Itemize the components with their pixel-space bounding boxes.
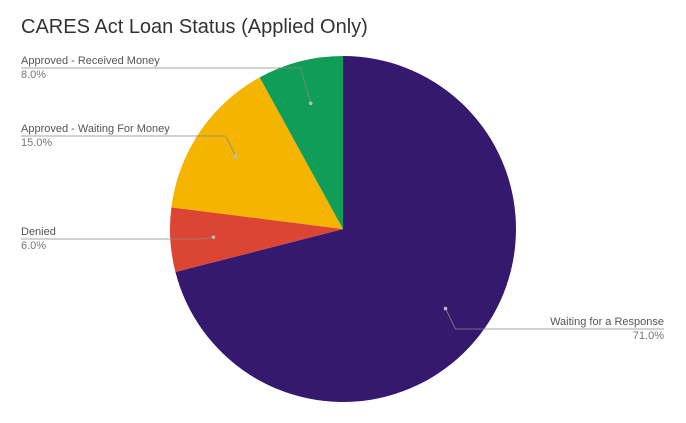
pie-slice-approved-received-money bbox=[259, 56, 343, 229]
slice-label-approved-received-money: Approved - Received Money bbox=[21, 55, 160, 67]
pie-slice-denied bbox=[170, 207, 343, 273]
slice-label-waiting-for-a-response: Waiting for a Response bbox=[550, 316, 664, 328]
leader-line-denied bbox=[21, 236, 214, 240]
pie-slice-waiting-for-a-response bbox=[175, 56, 516, 402]
chart-title: CARES Act Loan Status (Applied Only) bbox=[21, 16, 368, 38]
leader-dot-waiting-for-a-response bbox=[443, 306, 448, 311]
pie-slices bbox=[170, 56, 516, 402]
slice-percent-waiting-for-a-response: 71.0% bbox=[633, 330, 664, 342]
slice-percent-approved-received-money: 8.0% bbox=[21, 69, 46, 81]
slice-labels: Waiting for a Response 71.0% Denied 6.0% App… bbox=[21, 55, 664, 342]
slice-label-approved-waiting-for-money: Approved - Waiting For Money bbox=[21, 123, 170, 135]
slice-percent-approved-waiting-for-money: 15.0% bbox=[21, 137, 52, 149]
leader-line-waiting-for-a-response bbox=[445, 308, 664, 330]
leader-line-approved-waiting-for-money bbox=[21, 135, 237, 157]
leader-dot-denied bbox=[211, 235, 216, 239]
leader-dot-approved-received-money bbox=[308, 101, 313, 106]
slice-label-denied: Denied bbox=[21, 226, 56, 238]
slice-percent-denied: 6.0% bbox=[21, 240, 46, 252]
leader-dot-approved-waiting-for-money bbox=[233, 154, 238, 158]
leader-line-approved-received-money bbox=[21, 67, 312, 104]
pie-slice-approved-waiting-for-money bbox=[171, 77, 343, 229]
